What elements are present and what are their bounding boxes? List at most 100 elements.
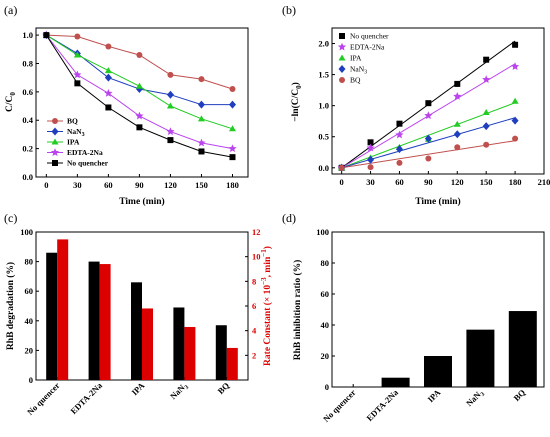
panel-a-point — [197, 115, 205, 122]
panel-c-y2tick-label: 12 — [252, 227, 261, 237]
panel-a: (a) 0 30 60 90 120 150 180 0.0 0.2 0.4 0.6 0.8 1.0 B… — [4, 3, 249, 207]
panel-b-point — [424, 111, 433, 120]
panel-c-ytick-label: 40 — [25, 316, 34, 326]
panel-b-point — [454, 80, 461, 87]
panel-a-legend-marker — [52, 118, 58, 124]
panel-a-point — [135, 82, 143, 89]
panel-b-point — [338, 164, 345, 171]
panel-d-ylabel: RhB inhibition ratio (%) — [292, 260, 303, 361]
panel-a-point — [43, 32, 50, 39]
panel-c-bar-rate — [142, 308, 153, 380]
panel-b: (b) 0 30 60 90 120 150 180 210 0.0 0.5 1.0 1.5 2.0 N… — [282, 3, 550, 207]
panel-a-legend-marker — [51, 138, 59, 145]
panel-b-point — [512, 41, 519, 48]
panel-c-categories: No quencer EDTA-2Na IPA NaN3 BQ — [25, 380, 232, 417]
panel-b-xtick-label: 120 — [451, 177, 464, 187]
panel-c-category-label: IPA — [129, 380, 147, 398]
panel-a-xlabel: Time (min) — [119, 196, 164, 207]
panel-b-ytick-label: 0.5 — [318, 132, 329, 142]
panel-a-point — [167, 137, 174, 144]
panel-a-point — [73, 70, 82, 79]
panel-a-xtick-label: 0 — [44, 180, 48, 190]
panel-d-ytick-label: 80 — [321, 258, 330, 268]
panel-b-xtick-label: 150 — [480, 177, 493, 187]
panel-b-xtick-label: 210 — [538, 177, 550, 187]
panel-c-bar-rate — [226, 347, 238, 380]
panel-b-point — [512, 135, 519, 142]
panel-b-legend-label: NaN3 — [350, 65, 367, 76]
panel-b-point — [367, 139, 374, 146]
panel-b-point — [425, 155, 432, 162]
panel-b-legend-marker — [339, 77, 345, 83]
panel-a-legend-label: IPA — [67, 138, 80, 147]
panel-a-point — [166, 102, 174, 109]
panel-c-label: (c) — [4, 211, 17, 225]
panel-b-legend-marker — [339, 33, 345, 39]
panel-a-legend-label: EDTA-2Na — [67, 148, 103, 157]
panel-b-legend-label: IPA — [350, 54, 362, 63]
panel-b-point — [396, 159, 403, 166]
panel-c-y2label-mid: , min — [263, 256, 273, 277]
panel-a-point — [104, 73, 112, 82]
panel-d-ytick-label: 20 — [321, 351, 330, 361]
panel-d-ytick-label: 100 — [316, 227, 329, 237]
panel-a-ytick-label: 1.0 — [22, 30, 33, 40]
panel-d-category-label: IPA — [425, 387, 443, 405]
panel-a-legend-marker — [52, 160, 58, 166]
panel-b-ytick-label: 0.0 — [318, 163, 329, 173]
panel-b-xtick-label: 0 — [340, 177, 344, 187]
panel-c: (c) 0 20 40 60 80 100 2 4 6 8 10 12 No quencer EDTA-… — [4, 211, 273, 417]
panel-b-point — [367, 155, 375, 164]
panel-b-legend-label: No quencher — [350, 32, 389, 41]
panel-b-point — [483, 56, 490, 63]
panel-b-point — [396, 120, 403, 127]
panel-a-point — [228, 100, 236, 109]
panel-c-y2tick-label: 10 — [252, 252, 261, 262]
panel-a-xtick-label: 180 — [226, 180, 239, 190]
panel-c-ytick-label: 20 — [25, 345, 34, 355]
panel-b-ytick-label: 1.0 — [318, 101, 329, 111]
panel-a-point — [136, 124, 143, 131]
panel-c-ylabel: RhB degradation (%) — [5, 262, 16, 350]
panel-a-point — [198, 76, 205, 83]
panel-c-y2tick-label: 4 — [252, 326, 257, 336]
panel-b-legend-marker — [337, 42, 347, 51]
panel-b-legend-marker — [338, 65, 346, 73]
panel-b-point — [482, 108, 490, 115]
panel-a-point — [197, 138, 206, 147]
panel-c-y2label-pre: Rate Constant ( — [262, 302, 273, 366]
panel-a-point — [105, 104, 112, 111]
panel-b-ticks: 0 30 60 90 120 150 180 210 0.0 0.5 1.0 1.5 2.0 — [318, 39, 550, 187]
panel-c-category-label: BQ — [215, 380, 231, 396]
panel-b-point — [454, 144, 461, 151]
panel-a-xtick-label: 150 — [195, 180, 208, 190]
panel-b-legend-label: EDTA-2Na — [350, 43, 385, 52]
panel-c-y2tick-label: 8 — [252, 276, 256, 286]
panel-b-point — [395, 145, 403, 154]
panel-a-ylabel-sub: 0 — [9, 92, 17, 96]
panel-a-ticks: 0 30 60 90 120 150 180 0.0 0.2 0.4 0.6 0.8 1.0 — [22, 30, 238, 190]
panel-b-ylabel-end: ) — [290, 82, 301, 85]
panel-c-y2label-times: × 10 — [263, 285, 273, 303]
panel-a-legend-label: No quencher — [67, 159, 109, 168]
panel-b-xlabel: Time (min) — [415, 196, 460, 207]
panel-d-label: (d) — [282, 211, 296, 225]
panel-a-series-line — [46, 34, 233, 90]
panel-a-point — [136, 51, 143, 58]
panel-c-ytick-label: 60 — [25, 286, 34, 296]
panel-b-point — [453, 130, 461, 139]
panel-a-point — [198, 148, 205, 155]
panel-d: (d) 0 20 40 60 80 100 No quencer EDTA-2Na IPA Na… — [282, 211, 545, 424]
panel-a-point — [229, 154, 236, 161]
panel-d-ytick-label: 40 — [321, 320, 330, 330]
panel-b-xtick-label: 60 — [395, 177, 404, 187]
panel-b-point — [453, 120, 461, 127]
panel-b-point — [482, 75, 491, 84]
panel-c-category-label: EDTA-2Na — [68, 380, 104, 416]
panel-b-xtick-label: 90 — [424, 177, 433, 187]
panel-b-ylabel: −ln(C/C0) — [290, 82, 303, 122]
panel-a-frame — [35, 27, 249, 178]
panel-c-bar-rate — [99, 264, 111, 380]
panel-d-category-label: No quencer — [321, 387, 358, 424]
